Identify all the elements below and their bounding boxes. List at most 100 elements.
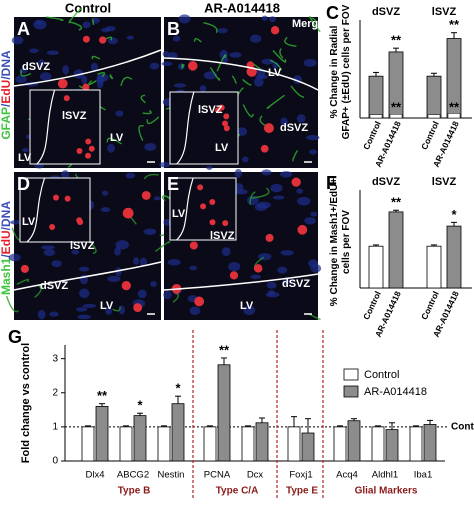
bar — [368, 75, 384, 119]
nucleus — [280, 171, 293, 178]
significance: ** — [391, 33, 402, 48]
nucleus — [228, 261, 241, 272]
bar — [371, 426, 385, 462]
significance: ** — [449, 17, 460, 32]
fiber — [138, 124, 144, 142]
nucleus — [217, 27, 228, 34]
bar — [95, 406, 109, 462]
nucleus — [39, 72, 52, 81]
nucleus — [126, 35, 134, 40]
nucleus — [250, 274, 262, 279]
nucleus — [107, 143, 115, 153]
inset-edge — [176, 177, 194, 241]
edu-cell — [76, 147, 83, 154]
significance: ** — [449, 99, 460, 114]
inner-bar — [427, 114, 441, 119]
nucleus — [101, 27, 111, 33]
region-label: LV — [100, 300, 114, 312]
fiber — [106, 137, 122, 145]
row-label: Mash1/EdU/DNA — [0, 201, 13, 295]
nucleus — [79, 266, 90, 272]
nucleus — [153, 196, 161, 201]
inner-bar — [369, 114, 383, 119]
edu-cell — [141, 190, 151, 200]
nucleus — [115, 240, 130, 250]
fiber — [68, 7, 83, 24]
reference-label: Control — [451, 422, 474, 433]
nucleus — [309, 149, 318, 155]
fiber — [249, 191, 256, 205]
nucleus — [255, 74, 268, 80]
bar — [157, 426, 171, 462]
x-tick-label: Foxj1 — [289, 470, 312, 481]
nucleus — [268, 16, 277, 23]
panel-letter: E — [167, 174, 179, 194]
row-label-part: EdU — [0, 80, 13, 104]
y-axis-label: Fold change vs control — [20, 343, 32, 463]
x-tick-label: PCNA — [204, 470, 231, 481]
fiber — [290, 85, 305, 98]
bar — [409, 426, 423, 462]
region-label: dSVZ — [280, 122, 308, 134]
fiber — [251, 187, 270, 199]
significance: * — [175, 381, 181, 396]
inset — [29, 89, 101, 165]
nucleus — [75, 307, 88, 312]
panel-letter: F — [326, 173, 337, 193]
nucleus — [114, 247, 121, 256]
nucleus — [163, 290, 172, 300]
fiber — [231, 75, 237, 84]
nucleus — [243, 305, 256, 316]
edu-cell — [64, 195, 71, 202]
edu-cell — [57, 78, 68, 89]
nucleus — [206, 165, 213, 170]
significance: ** — [97, 388, 108, 403]
x-tick-label: Control — [361, 290, 383, 322]
nucleus — [49, 311, 59, 317]
fiber — [97, 72, 106, 78]
fiber — [88, 80, 97, 86]
ventricle-edge — [13, 261, 162, 291]
bar — [426, 75, 442, 119]
edu-cell — [214, 107, 221, 114]
fiber — [279, 48, 284, 59]
micrograph — [5, 170, 171, 320]
nucleus — [277, 266, 288, 274]
edu-cell — [229, 271, 239, 280]
legend-swatch — [343, 385, 359, 398]
y-tick-label: 3 — [52, 353, 58, 364]
edu-cell — [76, 217, 83, 224]
group-label: Type C/A — [216, 486, 259, 497]
group-title: dSVZ — [372, 6, 400, 18]
micrograph — [11, 7, 162, 169]
panel-letter: G — [8, 327, 22, 347]
row-label-part: GFAP — [0, 107, 13, 140]
region-label: LV — [110, 132, 124, 144]
nucleus — [107, 37, 119, 45]
fiber — [5, 295, 19, 313]
nucleus — [96, 78, 104, 89]
panel-letter: B — [167, 19, 180, 39]
region-label: dSVZ — [40, 280, 68, 292]
nucleus — [167, 258, 181, 266]
edu-cell — [263, 123, 274, 134]
nucleus — [304, 217, 316, 225]
bar — [301, 432, 315, 462]
inset-edge — [26, 177, 46, 243]
group-title: lSVZ — [432, 6, 457, 18]
group-label: Type B — [118, 486, 151, 497]
nucleus — [261, 169, 272, 176]
nucleus — [38, 59, 45, 67]
row-label-part: Mash1 — [0, 257, 13, 295]
edu-cell — [222, 120, 229, 127]
y-axis-label-line: % Change in Radial — [329, 25, 340, 118]
row-label-part: /DNA — [0, 50, 13, 80]
nucleus — [189, 265, 198, 271]
column-header: AR-A014418 — [204, 0, 280, 15]
edu-cell — [209, 219, 216, 226]
x-tick-label: Acq4 — [336, 470, 358, 481]
edu-cell — [85, 138, 92, 145]
x-tick-label: Dcx — [247, 470, 264, 481]
edu-cell — [82, 83, 90, 91]
nucleus — [107, 275, 121, 282]
